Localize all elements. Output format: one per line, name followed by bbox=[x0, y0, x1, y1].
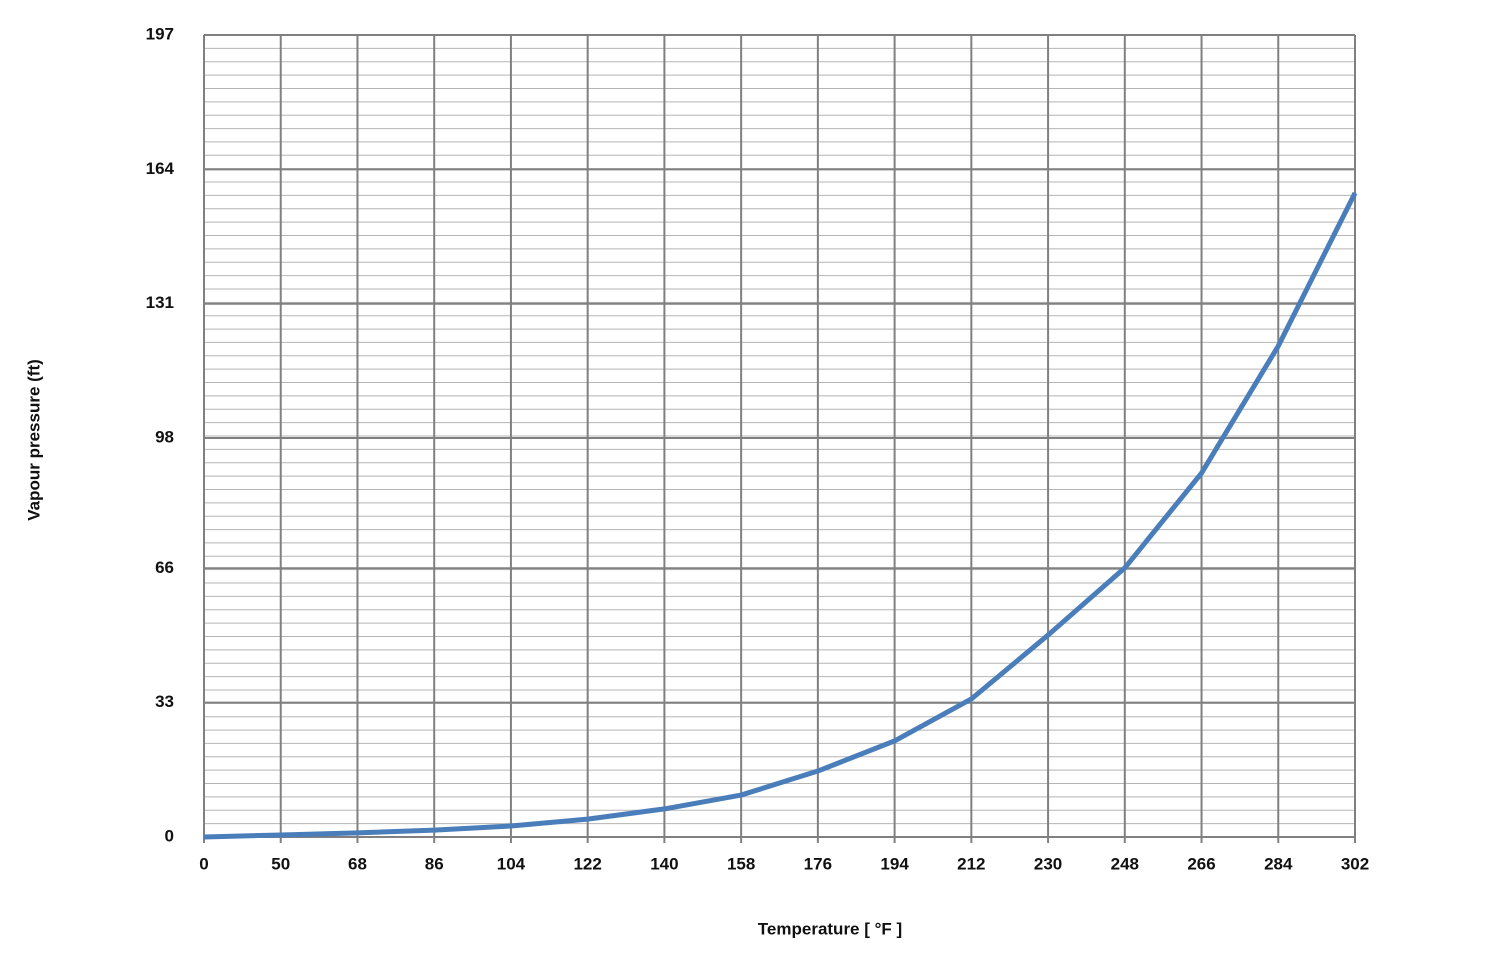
y-axis-label: Vapour pressure (ft) bbox=[24, 359, 43, 521]
y-tick-label: 131 bbox=[146, 293, 174, 312]
x-tick-label: 140 bbox=[650, 854, 678, 873]
x-tick-label: 248 bbox=[1111, 854, 1139, 873]
data-line bbox=[203, 191, 1358, 840]
x-tick-label: 230 bbox=[1034, 854, 1062, 873]
y-tick-label: 164 bbox=[146, 159, 175, 178]
x-tick-label: 176 bbox=[804, 854, 832, 873]
x-tick-label: 266 bbox=[1187, 854, 1215, 873]
x-tick-label: 86 bbox=[425, 854, 444, 873]
y-tick-label: 197 bbox=[146, 24, 174, 43]
x-tick-label: 122 bbox=[573, 854, 601, 873]
x-tick-label: 104 bbox=[497, 854, 526, 873]
x-tick-label: 50 bbox=[271, 854, 290, 873]
x-tick-label: 158 bbox=[727, 854, 755, 873]
y-tick-label: 98 bbox=[155, 428, 174, 447]
y-tick-label: 66 bbox=[155, 558, 174, 577]
x-tick-label: 68 bbox=[348, 854, 367, 873]
x-tick-label: 194 bbox=[880, 854, 909, 873]
y-tick-label: 0 bbox=[165, 826, 174, 845]
y-tick-label: 33 bbox=[155, 692, 174, 711]
x-axis-label: Temperature [ °F ] bbox=[758, 919, 902, 938]
x-tick-label: 0 bbox=[199, 854, 208, 873]
x-tick-label: 302 bbox=[1341, 854, 1369, 873]
x-tick-label: 284 bbox=[1264, 854, 1293, 873]
minor-grid bbox=[204, 47, 1355, 825]
x-tick-label: 212 bbox=[957, 854, 985, 873]
